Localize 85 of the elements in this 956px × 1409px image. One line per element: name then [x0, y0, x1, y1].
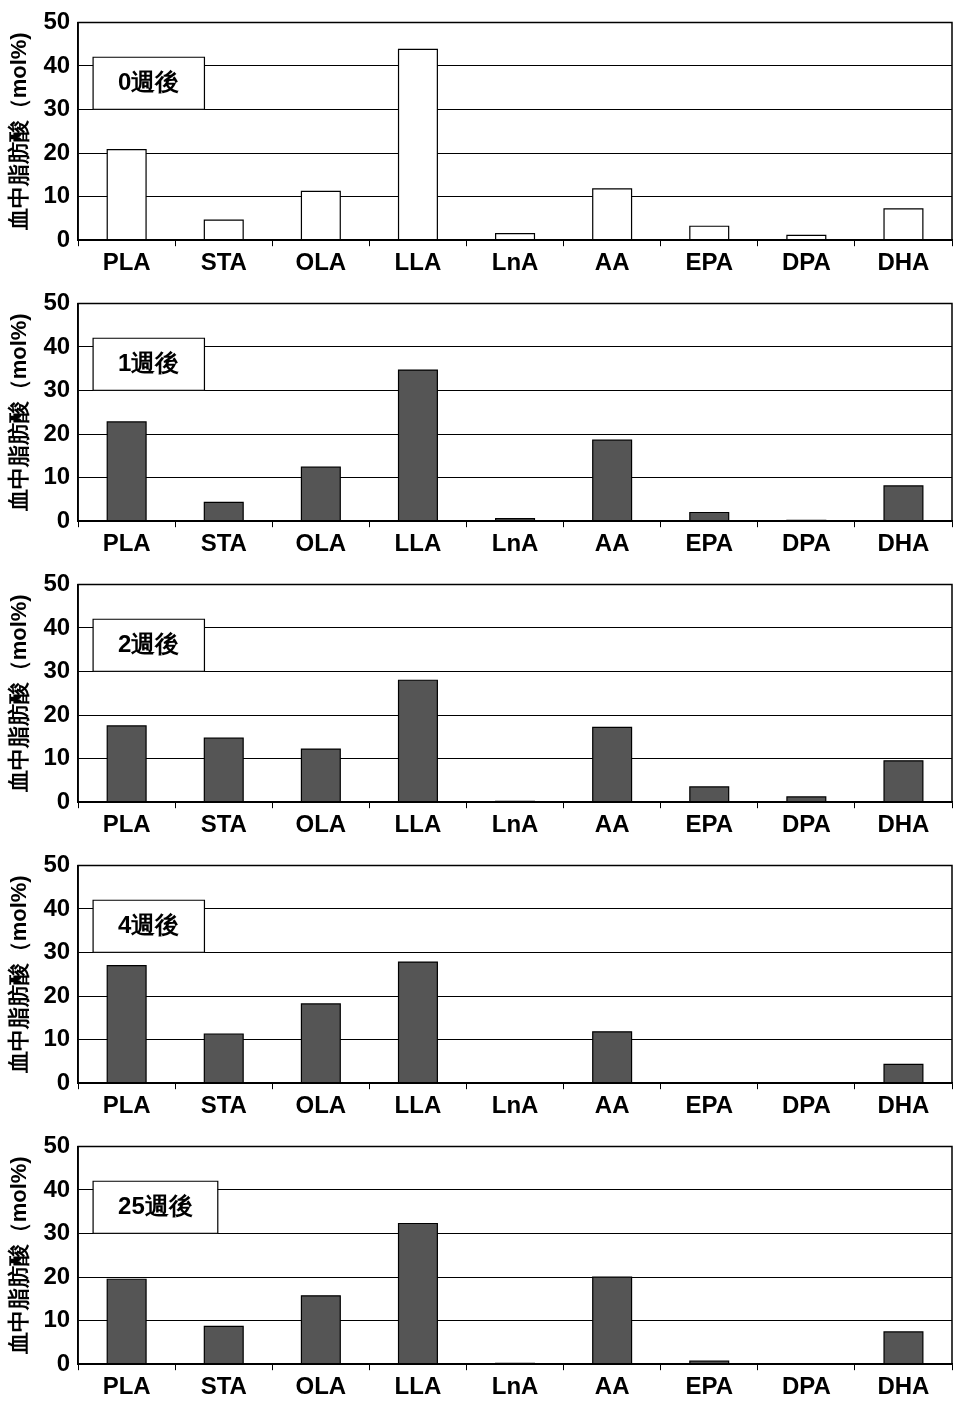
x-tick-label: PLA	[102, 248, 151, 276]
x-tick-label: EPA	[685, 248, 734, 276]
x-tick-label: LnA	[491, 1372, 539, 1400]
text: 4週後	[118, 910, 180, 938]
x-tick-label: LLA	[394, 1372, 442, 1400]
text: 25週後	[118, 1191, 193, 1219]
x-tick-label: OLA	[295, 529, 347, 557]
x-tick-label: OLA	[295, 248, 347, 276]
x-tick-label: LLA	[394, 529, 442, 557]
x-tick-label: DHA	[877, 1091, 930, 1119]
y-tick-label: 0	[56, 224, 71, 252]
y-tick-label: 0	[56, 786, 71, 814]
y-tick-label: 50	[43, 7, 71, 35]
y-tick-label: 30	[43, 94, 71, 122]
x-tick-label: EPA	[685, 1372, 734, 1400]
text: 2週後	[118, 629, 180, 657]
y-tick-label: 40	[43, 893, 71, 921]
y-tick-label: 40	[43, 612, 71, 640]
y-axis-title: 血中脂肪酸（mol%)	[6, 875, 32, 1075]
y-tick-label: 20	[43, 699, 71, 727]
x-tick-label: STA	[200, 810, 247, 838]
x-tick-label: OLA	[295, 810, 347, 838]
x-tick-label: AA	[594, 1091, 630, 1119]
y-tick-label: 30	[43, 1218, 71, 1246]
x-tick-label: LnA	[491, 1091, 539, 1119]
x-tick-label: AA	[594, 248, 630, 276]
x-tick-label: PLA	[102, 529, 151, 557]
y-tick-label: 10	[43, 181, 71, 209]
x-tick-label: DPA	[781, 248, 831, 276]
text: 0週後	[118, 67, 180, 95]
y-axis-title: 血中脂肪酸（mol%)	[6, 1156, 32, 1356]
x-tick-label: STA	[200, 529, 247, 557]
text: 1週後	[118, 348, 180, 376]
y-tick-label: 30	[43, 937, 71, 965]
y-tick-label: 50	[43, 1131, 71, 1159]
y-tick-label: 50	[43, 569, 71, 597]
y-tick-label: 10	[43, 1024, 71, 1052]
x-tick-label: OLA	[295, 1091, 347, 1119]
x-tick-label: STA	[200, 248, 247, 276]
y-tick-label: 20	[43, 980, 71, 1008]
x-tick-label: DHA	[877, 810, 930, 838]
y-tick-label: 20	[43, 1261, 71, 1289]
x-tick-label: STA	[200, 1372, 247, 1400]
x-tick-label: LLA	[394, 810, 442, 838]
y-tick-label: 20	[43, 418, 71, 446]
y-tick-label: 30	[43, 375, 71, 403]
x-tick-label: LnA	[491, 810, 539, 838]
x-tick-label: AA	[594, 1372, 630, 1400]
x-tick-label: DHA	[877, 248, 930, 276]
x-tick-label: EPA	[685, 810, 734, 838]
x-tick-label: PLA	[102, 1091, 151, 1119]
x-tick-label: EPA	[685, 529, 734, 557]
y-tick-label: 50	[43, 288, 71, 316]
y-tick-label: 30	[43, 656, 71, 684]
x-tick-label: STA	[200, 1091, 247, 1119]
y-tick-label: 40	[43, 1174, 71, 1202]
x-tick-label: PLA	[102, 810, 151, 838]
x-tick-label: PLA	[102, 1372, 151, 1400]
y-tick-label: 10	[43, 462, 71, 490]
y-tick-label: 0	[56, 1067, 71, 1095]
y-tick-label: 40	[43, 331, 71, 359]
y-axis-title: 血中脂肪酸（mol%)	[6, 32, 32, 232]
x-tick-label: EPA	[685, 1091, 734, 1119]
x-tick-label: LLA	[394, 1091, 442, 1119]
y-tick-label: 10	[43, 1305, 71, 1333]
y-tick-label: 0	[56, 1348, 71, 1376]
y-tick-label: 10	[43, 743, 71, 771]
x-tick-label: OLA	[295, 1372, 347, 1400]
x-tick-label: DHA	[877, 1372, 930, 1400]
y-tick-label: 0	[56, 505, 71, 533]
y-tick-label: 20	[43, 137, 71, 165]
x-tick-label: AA	[594, 529, 630, 557]
x-tick-label: DPA	[781, 529, 831, 557]
y-tick-label: 40	[43, 50, 71, 78]
x-tick-label: AA	[594, 810, 630, 838]
x-tick-label: DPA	[781, 1091, 831, 1119]
x-tick-label: LLA	[394, 248, 442, 276]
x-tick-label: DHA	[877, 529, 930, 557]
x-tick-label: LnA	[491, 529, 539, 557]
x-tick-label: DPA	[781, 1372, 831, 1400]
y-axis-title: 血中脂肪酸（mol%)	[6, 594, 32, 794]
y-tick-label: 50	[43, 850, 71, 878]
y-axis-title: 血中脂肪酸（mol%)	[6, 313, 32, 513]
x-tick-label: DPA	[781, 810, 831, 838]
x-tick-label: LnA	[491, 248, 539, 276]
